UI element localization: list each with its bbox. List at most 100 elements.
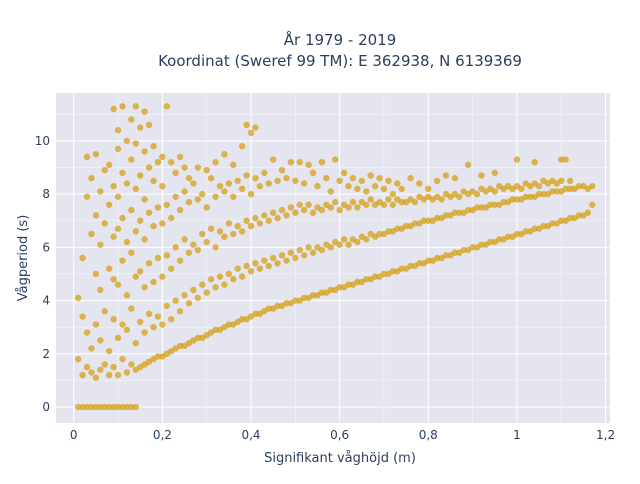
data-point: [145, 209, 153, 216]
data-point: [132, 103, 139, 110]
data-point: [145, 260, 153, 267]
data-point: [114, 127, 122, 134]
data-point: [105, 265, 113, 272]
tick-labels: 0 0,2 0,4 0,6 0,8 1 1,2 0 2 4 6 8 10: [35, 134, 615, 442]
data-point: [566, 177, 574, 185]
data-point: [305, 244, 312, 251]
data-point: [340, 236, 348, 243]
data-point: [252, 124, 259, 131]
data-point: [265, 217, 272, 224]
data-point: [332, 198, 339, 206]
data-point: [190, 180, 197, 187]
data-point: [283, 174, 290, 182]
data-point: [163, 201, 170, 208]
data-point: [558, 217, 565, 224]
x-axis-title: Signifikant våghöjd (m): [264, 451, 416, 466]
data-point: [185, 300, 193, 307]
y-tick-label: 0: [42, 400, 50, 414]
data-point: [478, 172, 485, 179]
data-point: [411, 220, 419, 227]
data-point: [323, 174, 330, 182]
data-point: [380, 201, 388, 208]
data-point: [456, 209, 463, 216]
data-point: [367, 172, 374, 179]
data-point: [367, 196, 374, 203]
data-point: [345, 281, 352, 288]
data-point: [575, 182, 583, 190]
data-point: [309, 169, 317, 177]
data-point: [110, 363, 117, 371]
data-point: [522, 193, 529, 200]
data-point: [159, 273, 166, 280]
data-point: [318, 246, 326, 254]
data-point: [159, 220, 166, 227]
data-point: [194, 164, 202, 171]
data-point: [216, 228, 224, 235]
data-point: [562, 156, 569, 163]
data-point: [389, 268, 397, 275]
data-point: [190, 241, 197, 248]
data-point: [176, 257, 184, 264]
data-point: [141, 284, 148, 291]
data-point: [145, 310, 153, 318]
data-point: [128, 361, 135, 368]
data-point: [531, 158, 538, 166]
data-point: [132, 140, 139, 147]
data-point: [88, 345, 95, 352]
data-point: [363, 188, 370, 195]
data-point: [473, 190, 481, 198]
data-point: [83, 329, 91, 336]
data-point: [243, 121, 250, 129]
data-point: [123, 403, 131, 411]
data-point: [433, 177, 441, 185]
data-point: [105, 201, 113, 208]
data-point: [92, 403, 100, 411]
data-point: [478, 241, 485, 248]
data-point: [216, 182, 224, 190]
data-point: [278, 166, 286, 174]
data-point: [181, 292, 188, 299]
data-point: [83, 193, 91, 200]
data-point: [265, 180, 272, 187]
data-point: [132, 185, 139, 193]
data-point: [141, 236, 148, 243]
data-point: [145, 121, 153, 129]
data-point: [221, 281, 228, 288]
data-point: [371, 182, 379, 190]
data-point: [305, 161, 312, 169]
data-point: [137, 124, 144, 131]
data-point: [212, 158, 219, 166]
data-point: [358, 177, 366, 185]
data-point: [265, 305, 272, 312]
data-point: [389, 201, 397, 208]
data-point: [185, 174, 193, 182]
data-point: [269, 254, 277, 262]
data-point: [105, 403, 113, 411]
data-point: [101, 220, 108, 227]
data-point: [522, 228, 529, 235]
data-point: [110, 105, 117, 113]
data-point: [243, 172, 250, 179]
data-point: [225, 220, 233, 227]
data-point: [433, 254, 441, 262]
data-point: [203, 166, 210, 174]
data-point: [496, 236, 503, 243]
data-point: [553, 188, 561, 195]
data-point: [181, 188, 188, 195]
data-point: [238, 143, 246, 150]
data-point: [349, 198, 357, 206]
data-point: [114, 371, 122, 379]
data-point: [336, 206, 343, 214]
data-point: [327, 244, 334, 251]
data-point: [438, 196, 445, 203]
data-point: [234, 265, 241, 272]
data-point: [318, 289, 326, 296]
grid-lines: [56, 93, 610, 423]
data-point: [119, 257, 126, 264]
data-point: [176, 342, 184, 350]
data-point: [207, 276, 215, 283]
data-point: [300, 294, 308, 302]
data-point: [88, 174, 95, 182]
